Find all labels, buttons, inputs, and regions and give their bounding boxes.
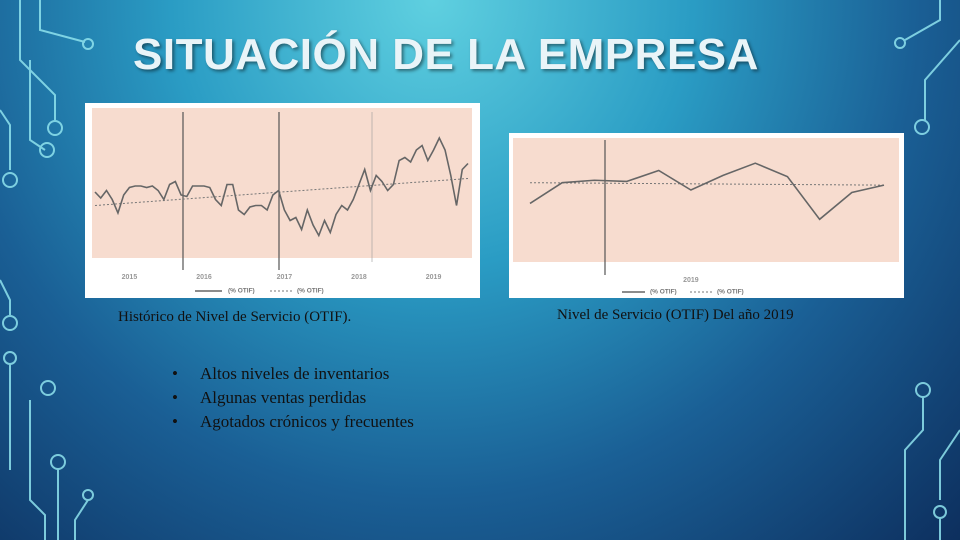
bullet: Agotados crónicos y frecuentes bbox=[172, 410, 414, 434]
plot-area bbox=[513, 138, 899, 262]
legend-label: (% OTIF) bbox=[650, 289, 677, 296]
data-line bbox=[94, 136, 469, 238]
x-tick-label: 2019 bbox=[683, 277, 699, 284]
x-tick-label: 2018 bbox=[351, 274, 367, 281]
bullet: Algunas ventas perdidas bbox=[172, 386, 414, 410]
legend-label: (% OTIF) bbox=[717, 289, 744, 296]
legend-label: (% OTIF) bbox=[297, 288, 324, 295]
x-tick-label: 2019 bbox=[426, 274, 442, 281]
plot-area bbox=[92, 108, 472, 258]
chart-caption: Histórico de Nivel de Servicio (OTIF). bbox=[118, 309, 352, 325]
x-tick-label: 2015 bbox=[122, 274, 138, 281]
trend-line bbox=[529, 182, 885, 186]
data-line bbox=[529, 162, 885, 221]
x-tick-label: 2017 bbox=[277, 274, 293, 281]
legend-label: (% OTIF) bbox=[228, 288, 255, 295]
x-tick-label: 2016 bbox=[196, 274, 212, 281]
bullet-list: Altos niveles de inventarios Algunas ven… bbox=[172, 362, 414, 434]
chart-caption: Nivel de Servicio (OTIF) Del año 2019 bbox=[557, 307, 794, 323]
bullet: Altos niveles de inventarios bbox=[172, 362, 414, 386]
slide-title: SITUACIÓN DE LA EMPRESA bbox=[133, 30, 759, 79]
